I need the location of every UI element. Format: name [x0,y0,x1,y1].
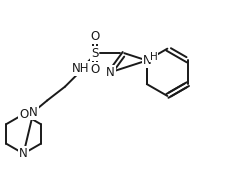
Text: N: N [29,106,38,119]
Text: O: O [90,30,99,43]
Text: O: O [19,108,28,121]
Text: N: N [106,66,115,79]
Text: O: O [90,64,99,76]
Text: N: N [143,54,151,67]
Text: S: S [91,47,98,60]
Text: NH: NH [72,62,90,75]
Text: H: H [150,52,158,61]
Text: N: N [19,147,28,160]
